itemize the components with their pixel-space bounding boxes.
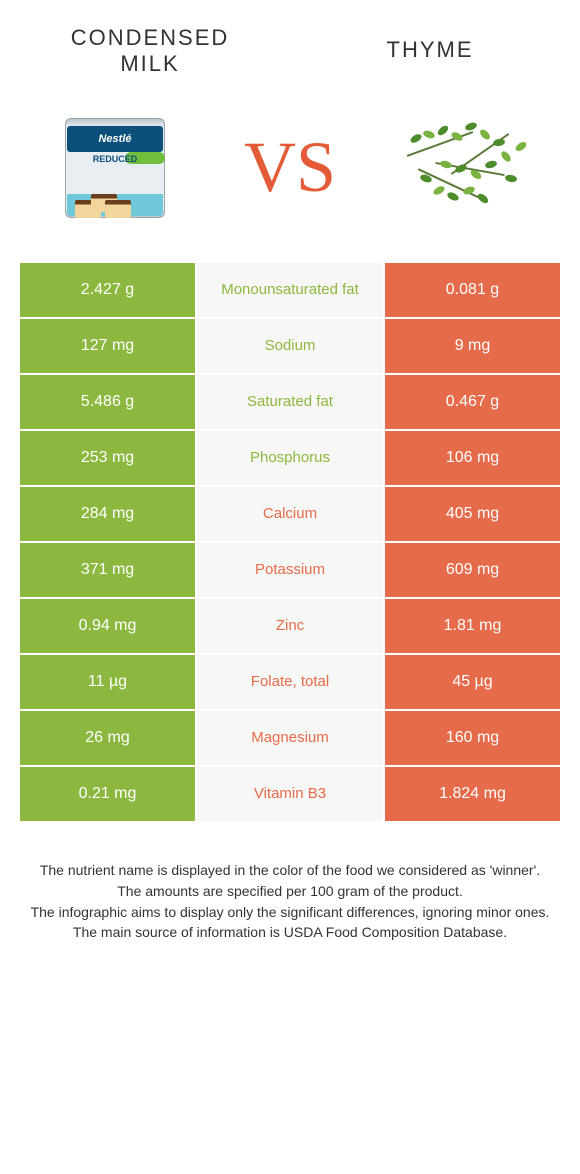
left-value-cell: 2.427 g <box>20 263 195 317</box>
right-value-cell: 0.081 g <box>385 263 560 317</box>
table-row: 253 mgPhosphorus106 mg <box>20 431 560 485</box>
right-food-title: THYME <box>340 25 520 78</box>
condensed-milk-icon: Nestlé REDUCED <box>55 108 175 228</box>
can-brand: Nestlé <box>67 126 163 152</box>
nutrient-label-cell: Phosphorus <box>197 431 383 485</box>
right-value-cell: 0.467 g <box>385 375 560 429</box>
table-row: 127 mgSodium9 mg <box>20 319 560 373</box>
left-value-cell: 284 mg <box>20 487 195 541</box>
left-value-cell: 0.94 mg <box>20 599 195 653</box>
thyme-icon <box>385 113 545 223</box>
note-line: The amounts are specified per 100 gram o… <box>30 882 550 901</box>
nutrient-label-cell: Magnesium <box>197 711 383 765</box>
nutrient-label-cell: Saturated fat <box>197 375 383 429</box>
left-value-cell: 11 µg <box>20 655 195 709</box>
note-line: The main source of information is USDA F… <box>30 923 550 942</box>
right-value-cell: 9 mg <box>385 319 560 373</box>
nutrient-label-cell: Sodium <box>197 319 383 373</box>
table-row: 284 mgCalcium405 mg <box>20 487 560 541</box>
title-line: THYME <box>387 37 474 62</box>
table-row: 0.94 mgZinc1.81 mg <box>20 599 560 653</box>
images-row: Nestlé REDUCED VS <box>0 88 580 263</box>
title-line: MILK <box>120 51 179 76</box>
left-value-cell: 127 mg <box>20 319 195 373</box>
note-line: The infographic aims to display only the… <box>30 903 550 922</box>
can-text: REDUCED <box>67 154 163 174</box>
nutrient-label-cell: Potassium <box>197 543 383 597</box>
table-row: 0.21 mgVitamin B31.824 mg <box>20 767 560 821</box>
nutrient-label-cell: Monounsaturated fat <box>197 263 383 317</box>
note-line: The nutrient name is displayed in the co… <box>30 861 550 880</box>
right-value-cell: 1.81 mg <box>385 599 560 653</box>
nutrient-label-cell: Calcium <box>197 487 383 541</box>
nutrient-label-cell: Zinc <box>197 599 383 653</box>
right-value-cell: 45 µg <box>385 655 560 709</box>
nutrient-table: 2.427 gMonounsaturated fat0.081 g127 mgS… <box>20 263 560 821</box>
table-row: 2.427 gMonounsaturated fat0.081 g <box>20 263 560 317</box>
left-food-image: Nestlé REDUCED <box>30 98 200 238</box>
left-value-cell: 253 mg <box>20 431 195 485</box>
right-value-cell: 106 mg <box>385 431 560 485</box>
right-food-image <box>380 98 550 238</box>
table-row: 371 mgPotassium609 mg <box>20 543 560 597</box>
right-value-cell: 405 mg <box>385 487 560 541</box>
right-value-cell: 609 mg <box>385 543 560 597</box>
left-value-cell: 0.21 mg <box>20 767 195 821</box>
title-line: CONDENSED <box>71 25 230 50</box>
right-value-cell: 1.824 mg <box>385 767 560 821</box>
nutrient-label-cell: Folate, total <box>197 655 383 709</box>
table-row: 26 mgMagnesium160 mg <box>20 711 560 765</box>
left-food-title: CONDENSED MILK <box>60 25 240 78</box>
vs-label: VS <box>244 126 336 209</box>
table-row: 11 µgFolate, total45 µg <box>20 655 560 709</box>
nutrient-label-cell: Vitamin B3 <box>197 767 383 821</box>
right-value-cell: 160 mg <box>385 711 560 765</box>
table-row: 5.486 gSaturated fat0.467 g <box>20 375 560 429</box>
left-value-cell: 5.486 g <box>20 375 195 429</box>
left-value-cell: 26 mg <box>20 711 195 765</box>
header: CONDENSED MILK THYME <box>0 0 580 88</box>
left-value-cell: 371 mg <box>20 543 195 597</box>
footnotes: The nutrient name is displayed in the co… <box>30 861 550 943</box>
